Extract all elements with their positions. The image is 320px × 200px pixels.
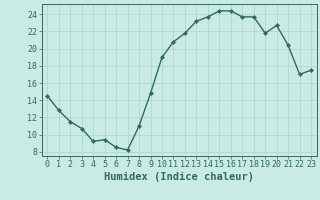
X-axis label: Humidex (Indice chaleur): Humidex (Indice chaleur) <box>104 172 254 182</box>
